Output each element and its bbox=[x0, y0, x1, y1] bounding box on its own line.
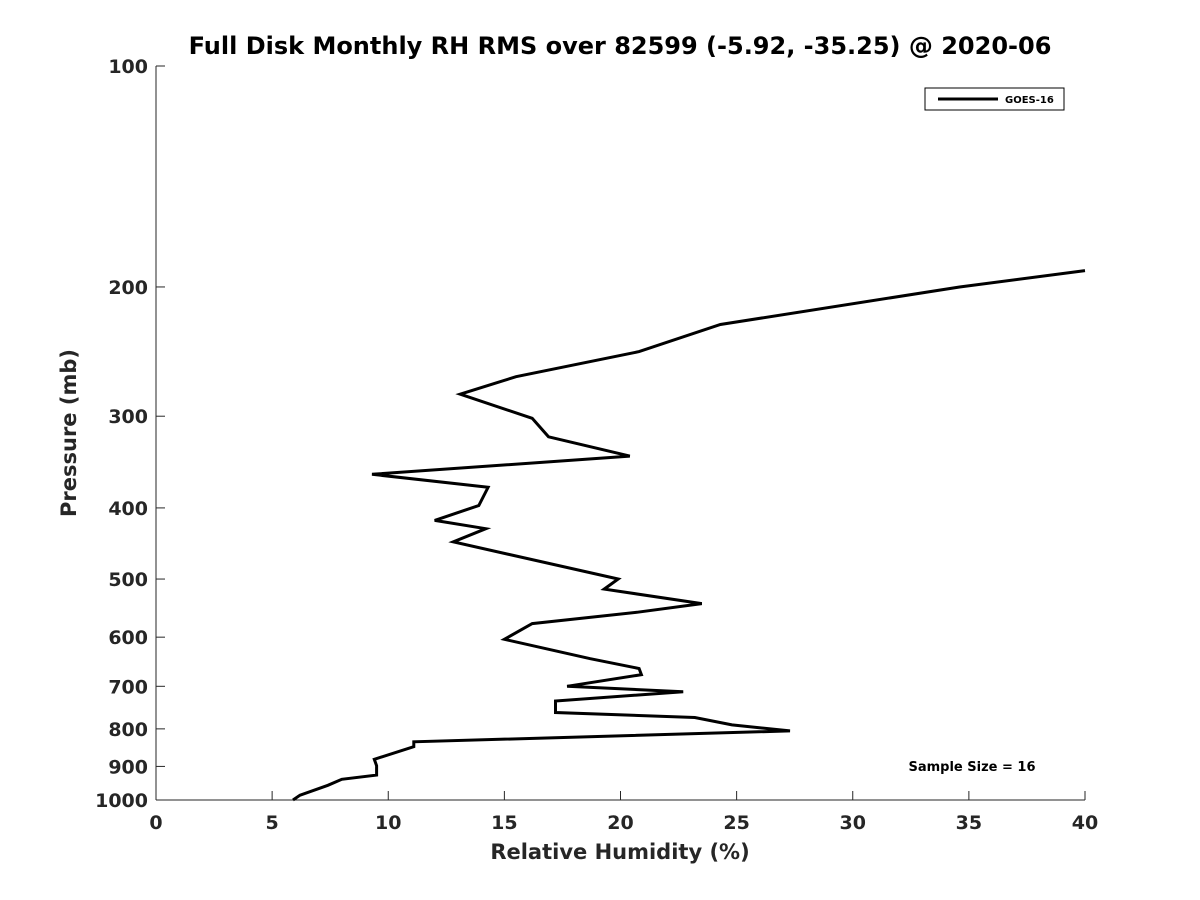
x-tick-label: 30 bbox=[840, 812, 866, 834]
y-tick-label: 600 bbox=[108, 627, 148, 649]
x-tick-label: 10 bbox=[375, 812, 401, 834]
legend: GOES-16 bbox=[924, 87, 1065, 111]
series-layer bbox=[292, 269, 1086, 802]
y-tick-label: 200 bbox=[108, 277, 148, 299]
x-tick-label: 25 bbox=[723, 812, 749, 834]
y-tick-label: 400 bbox=[108, 498, 148, 520]
sample-size-annotation: Sample Size = 16 bbox=[908, 760, 1035, 775]
y-tick-label: 900 bbox=[108, 756, 148, 778]
x-tick-label: 5 bbox=[266, 812, 279, 834]
series-line-goes-16 bbox=[292, 269, 1086, 802]
y-tick-label: 100 bbox=[108, 56, 148, 78]
x-tick-label: 20 bbox=[607, 812, 633, 834]
y-tick-label: 300 bbox=[108, 406, 148, 428]
x-tick-label: 35 bbox=[956, 812, 982, 834]
x-tick-label: 40 bbox=[1072, 812, 1098, 834]
y-tick-label: 800 bbox=[108, 719, 148, 741]
y-axis-ticks: 100 200 300 400 500 600 700 800 900 1000 bbox=[95, 56, 165, 812]
y-tick-label: 500 bbox=[108, 569, 148, 591]
x-axis-ticks: 0 5 10 15 20 25 30 35 40 bbox=[149, 791, 1098, 834]
legend-label-goes-16: GOES-16 bbox=[1005, 95, 1054, 106]
chart-title: Full Disk Monthly RH RMS over 82599 (-5.… bbox=[189, 32, 1052, 60]
y-tick-label: 700 bbox=[108, 676, 148, 698]
x-tick-label: 15 bbox=[491, 812, 517, 834]
y-tick-label: 1000 bbox=[95, 790, 148, 812]
x-tick-label: 0 bbox=[149, 812, 162, 834]
x-axis-label: Relative Humidity (%) bbox=[490, 840, 749, 864]
y-axis-label: Pressure (mb) bbox=[57, 349, 81, 517]
